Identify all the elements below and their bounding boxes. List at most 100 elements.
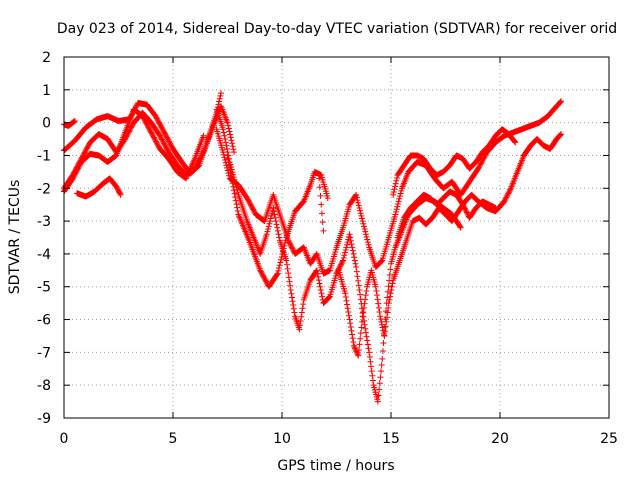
data-point	[286, 278, 293, 285]
data-point	[340, 257, 347, 264]
data-point	[73, 167, 80, 174]
data-point	[275, 267, 282, 274]
data-point	[392, 183, 399, 190]
data-point	[361, 225, 368, 232]
data-point	[457, 224, 464, 231]
data-point	[390, 189, 397, 196]
data-point	[273, 271, 280, 278]
data-point	[492, 204, 499, 211]
series-pass-12	[394, 188, 499, 241]
y-tick-label: -2	[37, 181, 51, 197]
data-point	[350, 342, 357, 349]
data-point	[356, 341, 363, 348]
data-point	[359, 215, 366, 222]
data-point	[275, 265, 282, 272]
data-point	[354, 197, 361, 204]
data-point	[70, 119, 77, 126]
data-point	[351, 257, 358, 264]
data-point	[505, 190, 512, 197]
data-point	[383, 314, 390, 321]
data-point	[382, 323, 389, 330]
data-point	[283, 261, 290, 268]
data-point	[158, 135, 165, 142]
data-point	[142, 119, 149, 126]
data-point	[284, 265, 291, 272]
data-point	[357, 210, 364, 217]
data-point	[475, 165, 482, 172]
data-point	[234, 208, 241, 215]
data-point	[140, 115, 147, 122]
data-point	[351, 344, 358, 351]
data-point	[198, 152, 205, 159]
data-point	[355, 202, 362, 209]
data-point	[221, 132, 228, 139]
data-point	[318, 210, 325, 217]
series-pass-10	[335, 131, 565, 359]
data-point	[360, 304, 367, 311]
data-point	[144, 123, 151, 130]
data-point	[395, 198, 402, 205]
data-point	[361, 300, 368, 307]
data-point	[285, 237, 292, 244]
data-point	[506, 187, 513, 194]
data-point	[288, 290, 295, 297]
data-point	[148, 129, 155, 136]
series-pass-5	[74, 175, 124, 200]
data-point	[360, 223, 367, 230]
data-point	[159, 126, 166, 133]
data-point	[166, 139, 173, 146]
data-point	[234, 189, 241, 196]
data-point	[375, 304, 382, 311]
data-point	[299, 305, 306, 312]
data-point	[265, 223, 272, 230]
data-point	[289, 245, 296, 252]
data-point	[345, 309, 352, 316]
data-point	[385, 300, 392, 307]
data-point	[298, 313, 305, 320]
data-point	[250, 206, 257, 213]
data-point	[291, 309, 298, 316]
data-point	[355, 347, 362, 354]
data-point	[161, 129, 168, 136]
data-point	[365, 241, 372, 248]
data-point	[372, 283, 379, 290]
data-point	[232, 197, 239, 204]
data-point	[457, 223, 464, 230]
data-point	[384, 288, 391, 295]
data-point	[220, 151, 227, 158]
data-point	[217, 90, 224, 97]
data-point	[248, 203, 255, 210]
data-point	[377, 258, 384, 265]
data-point	[384, 309, 391, 316]
series-pass-7	[213, 98, 565, 277]
data-point	[343, 297, 350, 304]
data-point	[368, 368, 375, 375]
data-point	[153, 115, 160, 122]
data-point	[154, 116, 161, 123]
data-point	[147, 128, 154, 135]
data-point	[226, 128, 233, 135]
data-point	[558, 131, 565, 138]
data-point	[229, 140, 236, 147]
y-tick-label: 1	[42, 83, 51, 99]
data-point	[145, 124, 152, 131]
data-point	[378, 368, 385, 375]
data-point	[259, 272, 266, 279]
data-point	[315, 273, 322, 280]
y-tick-label: -5	[37, 280, 51, 296]
data-point	[163, 133, 170, 140]
data-point	[245, 197, 252, 204]
data-point	[313, 267, 320, 274]
data-point	[340, 254, 347, 261]
y-tick-label: 0	[42, 116, 51, 132]
data-point	[165, 137, 172, 144]
data-point	[336, 264, 343, 271]
data-point	[73, 169, 80, 176]
data-point	[338, 261, 345, 268]
data-point	[151, 135, 158, 142]
data-point	[297, 317, 304, 324]
data-point	[249, 205, 256, 212]
data-point	[220, 126, 227, 133]
data-point	[348, 327, 355, 334]
y-axis-title: SDTVAR / TECUs	[7, 180, 23, 295]
